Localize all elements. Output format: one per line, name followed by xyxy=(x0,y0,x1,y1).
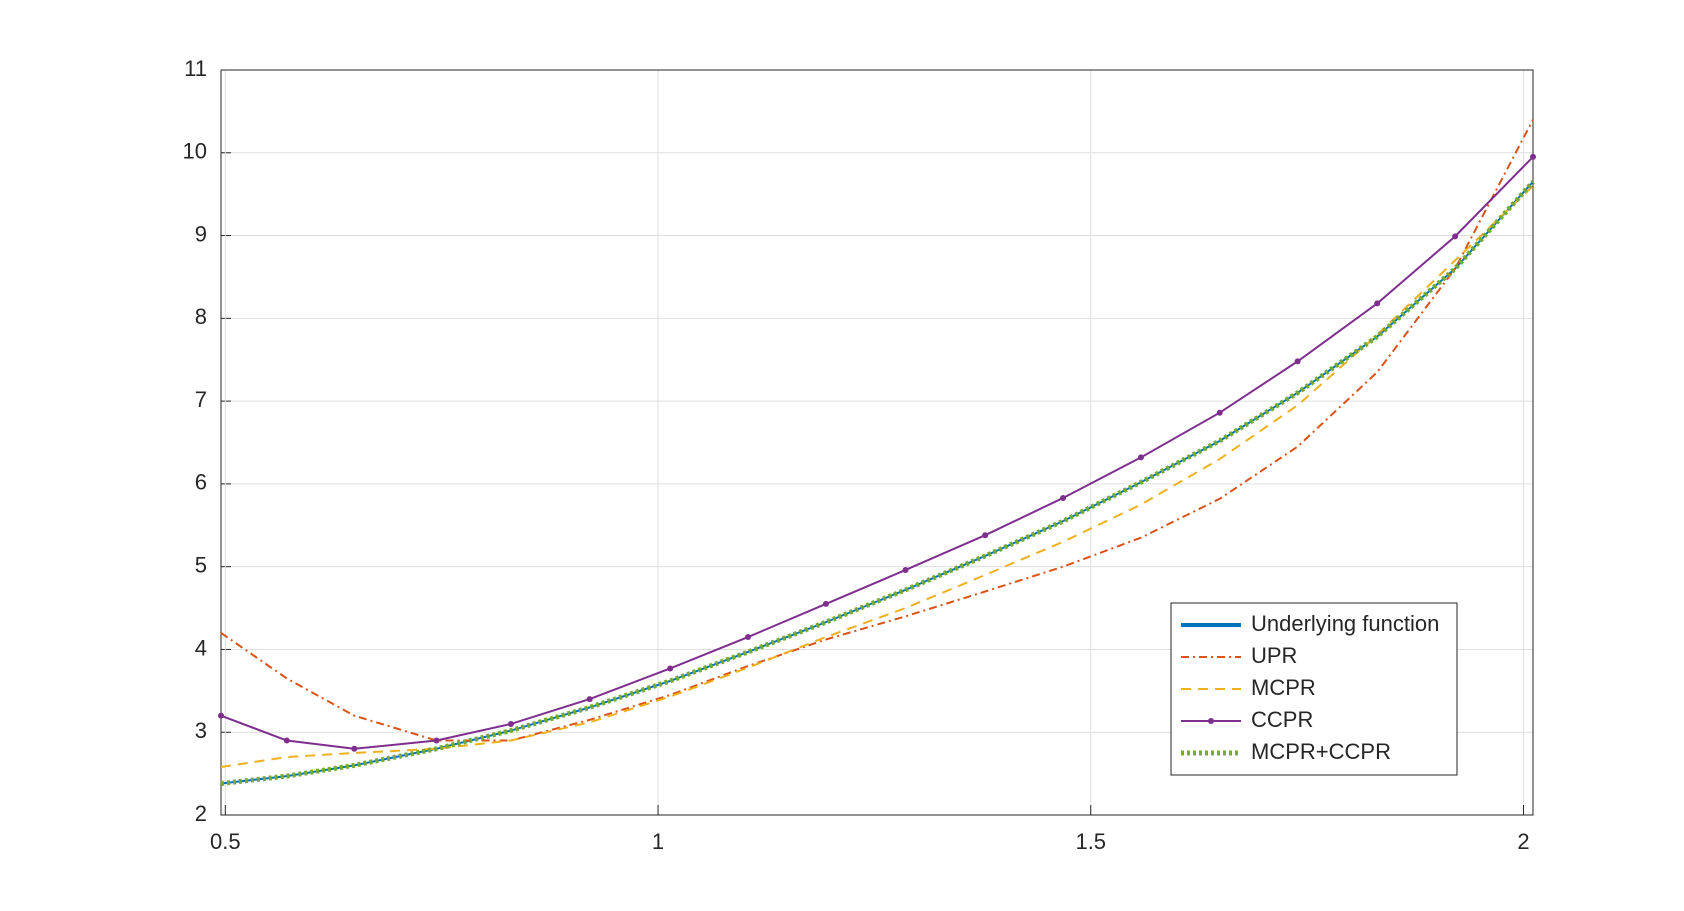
axes-box xyxy=(220,69,1534,816)
series-line xyxy=(220,185,1534,768)
point-marker xyxy=(1530,153,1536,160)
legend-label: MCPR+CCPR xyxy=(1251,739,1391,764)
legend-label: Underlying function xyxy=(1251,611,1439,636)
point-marker xyxy=(1216,409,1223,416)
point-marker xyxy=(586,696,593,703)
legend-label: MCPR xyxy=(1251,675,1316,700)
series-line xyxy=(220,119,1534,742)
point-marker xyxy=(745,634,752,641)
y-tick-label: 7 xyxy=(195,387,207,412)
legend-label: CCPR xyxy=(1251,707,1313,732)
series-line xyxy=(220,180,1535,787)
y-tick-label: 8 xyxy=(195,304,207,329)
point-marker xyxy=(1060,494,1067,501)
legend: Underlying function UPR MCPR CCPR MCPR+CCPR xyxy=(1170,602,1458,776)
point-marker xyxy=(218,712,224,719)
point-marker xyxy=(667,665,674,672)
point-marker xyxy=(1452,233,1459,240)
y-tick-label: 11 xyxy=(184,56,207,81)
x-tick-label: 1.5 xyxy=(1075,829,1106,854)
y-tick-label: 3 xyxy=(195,718,207,743)
point-marker xyxy=(1137,454,1144,461)
point-marker xyxy=(902,566,909,573)
point-marker xyxy=(1374,300,1381,307)
legend-marker xyxy=(1208,718,1214,724)
y-tick-label: 5 xyxy=(195,552,207,577)
series-line xyxy=(220,156,1534,750)
y-tick-label: 9 xyxy=(195,221,207,246)
point-marker xyxy=(1294,358,1301,365)
point-marker xyxy=(507,720,514,727)
point-marker xyxy=(283,737,290,744)
point-marker xyxy=(982,532,989,539)
y-tick-label: 2 xyxy=(195,801,207,826)
point-marker xyxy=(822,600,829,607)
y-tick-label: 4 xyxy=(195,635,207,660)
x-tick-label: 2 xyxy=(1517,829,1529,854)
y-tick-label: 6 xyxy=(195,470,207,495)
point-marker xyxy=(433,737,440,744)
point-marker xyxy=(351,745,358,752)
y-tick-label: 10 xyxy=(183,139,207,164)
x-tick-label: 0.5 xyxy=(210,829,241,854)
legend-label: UPR xyxy=(1251,643,1297,668)
x-tick-label: 1 xyxy=(652,829,664,854)
